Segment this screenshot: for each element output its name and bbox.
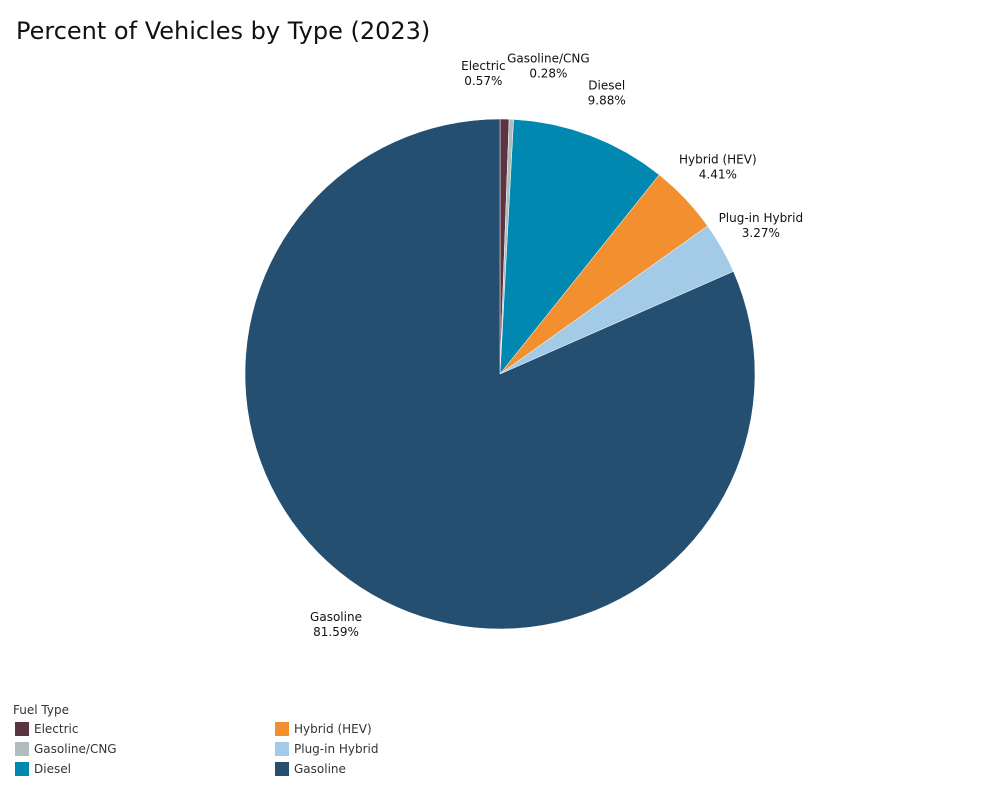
pie-label-gasoline: Gasoline 81.59% [310,610,362,639]
legend-swatch [15,722,29,736]
pie-labels: Electric 0.57%Gasoline/CNG 0.28%Diesel 9.88… [310,51,803,639]
pie-label-plug-in-hybrid: Plug-in Hybrid 3.27% [719,211,804,240]
legend-item-hybrid-hev[interactable]: Hybrid (HEV) [273,719,533,739]
pie-slice-diesel[interactable] [499,119,660,375]
legend-label: Gasoline/CNG [34,742,117,756]
legend-swatch [275,722,289,736]
legend-swatch [15,742,29,756]
legend-items: Electric Gasoline/CNG Diesel Hybrid (HEV) Pl… [13,719,573,779]
pie-label-hybrid-hev: Hybrid (HEV) 4.41% [679,153,757,182]
legend: Fuel Type Electric Gasoline/CNG Diesel Hybr… [13,703,573,779]
legend-item-plug-in-hybrid[interactable]: Plug-in Hybrid [273,739,533,759]
legend-item-electric[interactable]: Electric [13,719,273,739]
legend-item-gasoline[interactable]: Gasoline [273,759,533,779]
pie-slice-gasoline[interactable] [244,118,756,630]
legend-title: Fuel Type [13,703,69,717]
legend-swatch [15,762,29,776]
legend-item-diesel[interactable]: Diesel [13,759,273,779]
pie-slices [244,118,756,630]
pie-label-electric: Electric 0.57% [461,59,505,88]
legend-swatch [275,762,289,776]
legend-label: Diesel [34,762,71,776]
legend-label: Hybrid (HEV) [294,722,372,736]
legend-item-gasoline-cng[interactable]: Gasoline/CNG [13,739,273,759]
pie-label-gasoline-cng: Gasoline/CNG 0.28% [507,51,590,80]
chart-title: Percent of Vehicles by Type (2023) [16,17,431,45]
legend-label: Electric [34,722,79,736]
legend-swatch [275,742,289,756]
pie-label-diesel: Diesel 9.88% [588,79,626,108]
legend-label: Gasoline [294,762,346,776]
legend-label: Plug-in Hybrid [294,742,379,756]
